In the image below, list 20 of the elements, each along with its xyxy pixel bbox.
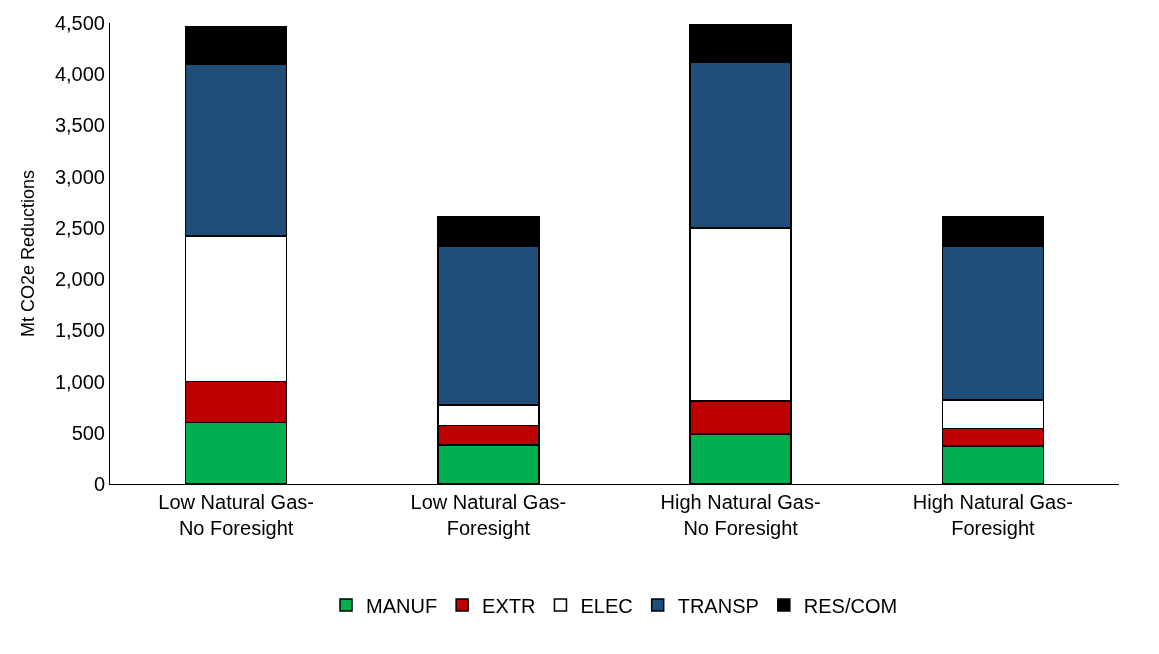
legend-label: ELEC [580, 594, 633, 617]
y-tick-label: 500 [71, 421, 105, 444]
y-tick-label: 4,500 [54, 12, 105, 34]
legend-label: EXTR [482, 594, 536, 617]
y-axis-title: Mt CO2e Reductions [18, 169, 39, 338]
x-tick-label: Low Natural Gas- No Foresight [158, 491, 314, 539]
x-tick-label: High Natural Gas- Foresight [912, 491, 1073, 539]
y-tick-label: 0 [93, 473, 105, 495]
y-tick-label: 1,000 [54, 370, 105, 393]
y-tick-label: 4,000 [54, 63, 105, 86]
y-tick-label: 2,000 [54, 268, 105, 291]
y-tick-label: 1,500 [54, 319, 105, 342]
legend-label: MANUF [366, 594, 438, 617]
x-tick-label: Low Natural Gas- Foresight [410, 491, 567, 539]
legend-label: RES/COM [803, 594, 898, 617]
y-tick-label: 3,000 [54, 165, 105, 188]
y-tick-label: 3,500 [54, 114, 105, 137]
legend-label: TRANSP [677, 594, 759, 617]
x-tick-label: High Natural Gas- No Foresight [660, 491, 821, 539]
y-tick-label: 2,500 [54, 216, 105, 239]
